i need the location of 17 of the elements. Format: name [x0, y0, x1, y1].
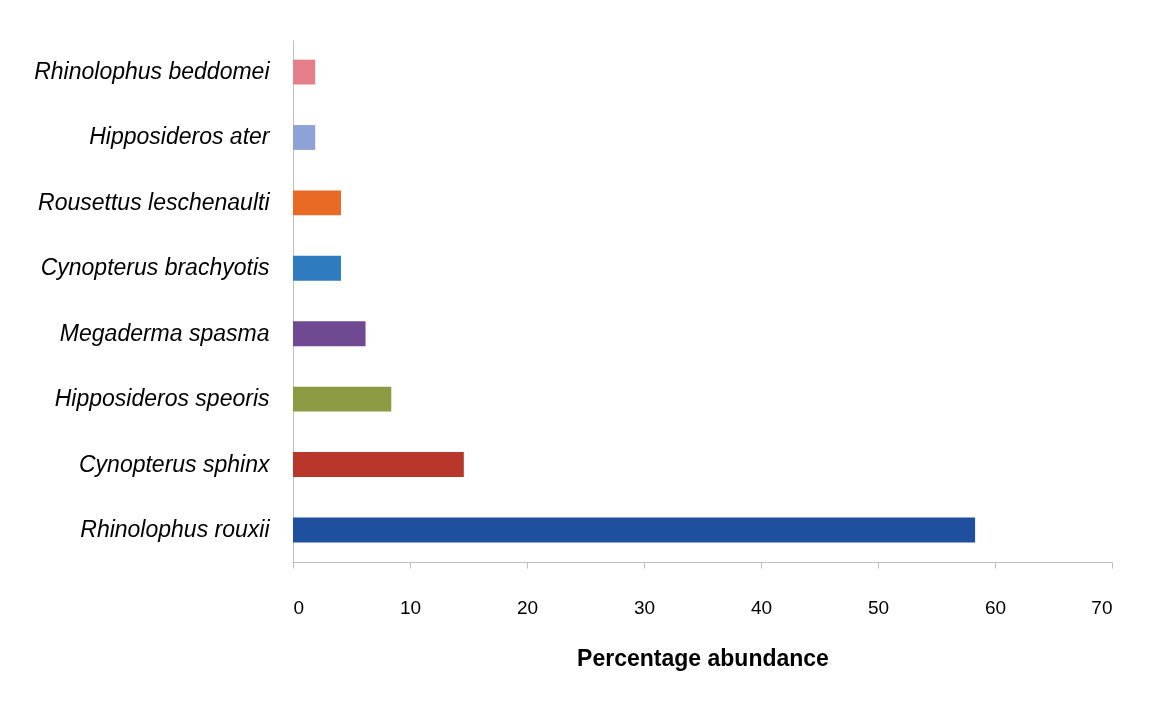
x-tick-label: 20 — [516, 596, 539, 618]
x-axis-title: Percentage abundance — [577, 644, 829, 671]
x-tick-label: 60 — [984, 596, 1007, 618]
y-tick-label: Cynopterus sphinx — [79, 450, 271, 477]
x-tick-label: 40 — [750, 596, 773, 618]
y-tick-label: Rhinolophus rouxii — [80, 515, 271, 542]
x-tick-label: 0 — [293, 596, 305, 618]
y-tick-label: Cynopterus brachyotis — [40, 254, 270, 281]
y-tick-label: Hipposideros ater — [89, 123, 271, 150]
x-tick-label: 70 — [1091, 596, 1113, 618]
y-tick-label: Hipposideros speoris — [54, 385, 270, 412]
y-tick-label: Rhinolophus beddomei — [34, 58, 271, 85]
y-tick-label: Megaderma spasma — [59, 319, 270, 346]
y-tick-label: Rousettus leschenaulti — [38, 188, 271, 215]
x-tick-label: 30 — [633, 596, 656, 618]
x-tick-label: 50 — [867, 596, 890, 618]
x-tick-label: 10 — [399, 596, 422, 618]
